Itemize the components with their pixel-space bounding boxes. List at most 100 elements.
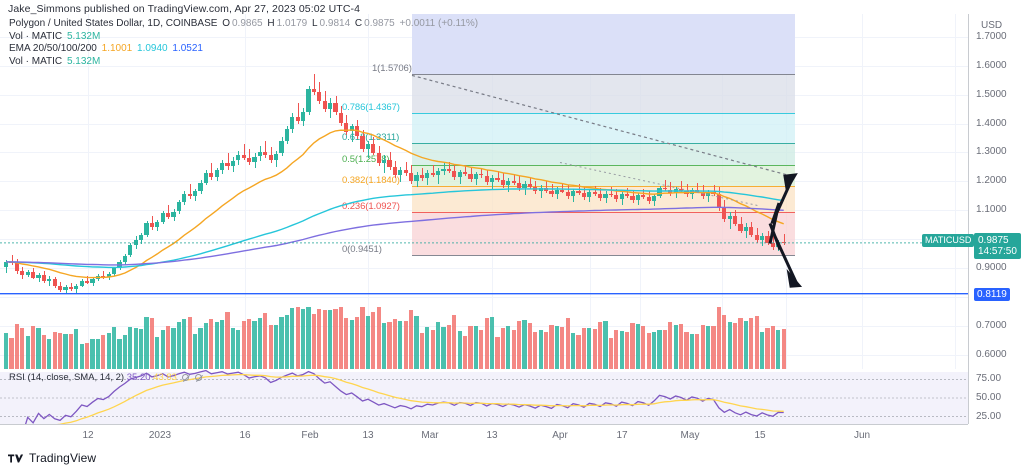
legend-symbol-row[interactable]: Polygon / United States Dollar, 1D, COIN… (9, 18, 480, 31)
candle-body[interactable] (322, 100, 327, 109)
candle-body[interactable] (225, 163, 230, 167)
candle-body[interactable] (684, 190, 689, 195)
candle-body[interactable] (198, 182, 203, 192)
time-axis-tick[interactable]: 2023 (148, 430, 172, 441)
candle-body[interactable] (365, 143, 370, 149)
candle-body[interactable] (247, 158, 252, 163)
candle-body[interactable] (473, 174, 478, 179)
candle-body[interactable] (4, 261, 9, 267)
candle-body[interactable] (587, 192, 592, 198)
candle-body[interactable] (139, 234, 144, 241)
candle-body[interactable] (128, 245, 133, 256)
time-axis-tick[interactable]: 15 (754, 430, 766, 441)
candle-body[interactable] (90, 279, 95, 283)
candle-body[interactable] (733, 215, 738, 225)
time-axis-tick[interactable]: Jun (853, 430, 871, 441)
candle-body[interactable] (517, 183, 522, 188)
candle-body[interactable] (479, 174, 484, 176)
price-axis[interactable]: USD 1.7000 1.6000 1.5000 1.4000 1.3000 1.2000… (968, 14, 1024, 424)
candle-body[interactable] (452, 170, 457, 177)
candle-body[interactable] (95, 275, 100, 280)
candle-body[interactable] (311, 88, 316, 93)
candle-body[interactable] (457, 172, 462, 177)
candle-body[interactable] (68, 286, 73, 290)
candle-body[interactable] (268, 154, 273, 161)
candle-body[interactable] (533, 187, 538, 192)
candle-body[interactable] (598, 194, 603, 199)
candle-body[interactable] (619, 194, 624, 200)
candle-body[interactable] (25, 271, 30, 276)
candle-body[interactable] (760, 235, 765, 240)
time-axis-tick[interactable]: 16 (239, 430, 251, 441)
time-axis-tick[interactable]: May (680, 430, 700, 441)
candle-body[interactable] (187, 193, 192, 196)
candle-body[interactable] (398, 169, 403, 175)
legend-volume-row[interactable]: Vol · MATIC 5.132M (9, 31, 480, 44)
candle-body[interactable] (549, 190, 554, 195)
candle-body[interactable] (301, 111, 306, 121)
candle-body[interactable] (306, 88, 311, 112)
candle-body[interactable] (160, 213, 165, 222)
candle-body[interactable] (506, 180, 511, 185)
candle-body[interactable] (581, 192, 586, 198)
candle-body[interactable] (344, 122, 349, 132)
candle-body[interactable] (743, 227, 748, 231)
candle-body[interactable] (79, 281, 84, 286)
candle-body[interactable] (382, 159, 387, 164)
candle-body[interactable] (284, 129, 289, 141)
candle-body[interactable] (252, 156, 257, 163)
candle-body[interactable] (706, 192, 711, 196)
candle-body[interactable] (387, 159, 392, 167)
candle-body[interactable] (122, 255, 127, 262)
candle-body[interactable] (328, 103, 333, 109)
candle-body[interactable] (31, 271, 36, 279)
candle-body[interactable] (781, 242, 786, 244)
candle-body[interactable] (592, 192, 597, 195)
candle-body[interactable] (571, 190, 576, 196)
candle-body[interactable] (522, 184, 527, 188)
candle-body[interactable] (662, 187, 667, 190)
candle-body[interactable] (419, 175, 424, 178)
candle-body[interactable] (630, 196, 635, 201)
candle-body[interactable] (338, 112, 343, 123)
candle-body[interactable] (371, 143, 376, 153)
candle-body[interactable] (230, 160, 235, 167)
candle-body[interactable] (182, 193, 187, 203)
candle-body[interactable] (117, 261, 122, 269)
candle-body[interactable] (203, 173, 208, 183)
candle-body[interactable] (603, 193, 608, 199)
candle-body[interactable] (144, 223, 149, 235)
candle-body[interactable] (409, 173, 414, 182)
time-axis-tick[interactable]: 17 (616, 430, 628, 441)
legend-symbol-title[interactable]: Polygon / United States Dollar, 1D, COIN… (9, 18, 218, 29)
candle-body[interactable] (538, 187, 543, 192)
candle-body[interactable] (392, 166, 397, 175)
candle-body[interactable] (333, 103, 338, 113)
candle-body[interactable] (257, 152, 262, 157)
candle-body[interactable] (484, 175, 489, 182)
candle-body[interactable] (776, 242, 781, 248)
candle-body[interactable] (463, 172, 468, 174)
candle-body[interactable] (63, 286, 68, 290)
candle-body[interactable] (376, 153, 381, 164)
candle-body[interactable] (220, 163, 225, 171)
candle-body[interactable] (673, 188, 678, 193)
candle-body[interactable] (490, 177, 495, 182)
candle-body[interactable] (171, 211, 176, 217)
candle-body[interactable] (765, 235, 770, 243)
candle-body[interactable] (668, 189, 673, 193)
candle-body[interactable] (279, 140, 284, 154)
candle-body[interactable] (608, 193, 613, 196)
level-tag[interactable]: 0.8119 (974, 287, 1010, 301)
candle-body[interactable] (295, 116, 300, 121)
candle-body[interactable] (317, 92, 322, 101)
candle-body[interactable] (155, 221, 160, 228)
candle-body[interactable] (500, 180, 505, 185)
time-axis-tick[interactable]: 13 (362, 430, 374, 441)
candle-body[interactable] (58, 286, 63, 290)
symbol-tag[interactable]: MATICUSD (922, 233, 975, 247)
candle-body[interactable] (176, 202, 181, 212)
chart-area[interactable]: 1(1.5706) 0.786(1.4367) 0.618(1.3311) 0.5(1… (0, 14, 968, 424)
candle-body[interactable] (511, 180, 516, 184)
candle-body[interactable] (749, 227, 754, 235)
